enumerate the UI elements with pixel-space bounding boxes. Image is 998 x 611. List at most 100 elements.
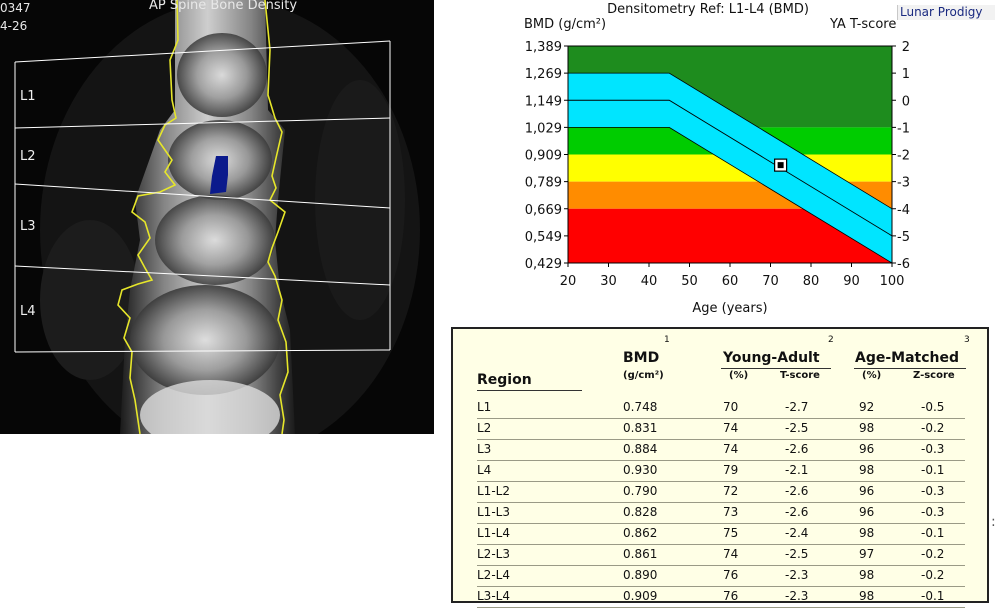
y-tick-label: 1,149 [525,94,562,109]
cell-region: L1-L3 [477,505,510,519]
cell-ya-pct: 79 [723,463,739,477]
t-tick-label: -3 [897,176,910,191]
device-brand: Lunar Prodigy [897,5,995,20]
cell-z: -0.5 [921,400,945,414]
x-tick-label: 90 [843,274,860,289]
cell-ya-pct: 73 [723,505,739,519]
cell-t: -2.6 [785,442,809,456]
header-t-score: T-score [780,370,820,381]
cell-z: -0.1 [921,589,945,603]
header-am-pct: (%) [862,370,882,381]
cell-z: -0.1 [921,463,945,477]
t-tick-label: 0 [902,94,910,109]
cell-z: -0.2 [921,421,945,435]
y-tick-label: 1,389 [525,40,562,55]
t-tick-label: -1 [897,121,910,136]
vertebra-label-l2: L2 [20,149,36,164]
cell-am-pct: 98 [859,526,875,540]
cell-z: -0.2 [921,568,945,582]
cell-bmd: 0.790 [623,484,658,498]
scan-graphic [0,0,434,434]
t-score-axis-label: YA T-score [829,17,896,32]
y-tick-label: 0,549 [525,230,562,245]
cell-region: L1-L4 [477,526,510,540]
patient-point-core [777,162,784,169]
row-divider [477,418,965,419]
t-tick-label: -2 [897,149,910,164]
scan-id-fragment: 0347 [0,1,31,15]
y-tick-label: 0,429 [525,257,562,272]
t-tick-label: 2 [902,40,910,55]
cell-am-pct: 98 [859,568,875,582]
t-tick-label: -6 [897,257,910,272]
cell-am-pct: 96 [859,442,875,456]
table-row: L4 0.930 79 -2.1 98 -0.1 [453,461,987,482]
cell-t: -2.3 [785,568,809,582]
cell-bmd: 0.748 [623,400,658,414]
cell-z: -0.2 [921,547,945,561]
header-young-adult: Young-Adult [723,350,820,366]
x-tick-label: 70 [762,274,779,289]
reference-mean-line [568,99,893,237]
densitometry-chart: 1,389 2 1,269 1 1,149 0 1,029 -1 0,909 -2 0,789 -3 0… [524,2,910,316]
cell-bmd: 0.828 [623,505,658,519]
cell-t: -2.3 [785,589,809,603]
axes-layer: 1,389 2 1,269 1 1,149 0 1,029 -1 0,909 -2 0,789 -3 0… [525,40,910,289]
y-tick-label: 1,269 [525,67,562,82]
cell-ya-pct: 76 [723,589,739,603]
cell-bmd: 0.862 [623,526,658,540]
row-divider [477,607,965,608]
x-tick-label: 50 [681,274,698,289]
row-divider [477,544,965,545]
cell-bmd: 0.884 [623,442,658,456]
cell-bmd: 0.909 [623,589,658,603]
t-tick-label: 1 [902,67,910,82]
spine-scan-image: 0347 4-26 AP Spine Bone Density L1 L2 L3… [0,0,434,434]
edge-mark: : [991,514,996,530]
x-tick-label: 80 [803,274,820,289]
header-rule-region [477,390,582,391]
x-tick-label: 40 [641,274,658,289]
y-tick-label: 0,669 [525,203,562,218]
cell-bmd: 0.861 [623,547,658,561]
cell-ya-pct: 72 [723,484,739,498]
cell-region: L1-L2 [477,484,510,498]
scan-title: AP Spine Bone Density [149,0,298,13]
row-divider [477,481,965,482]
cell-t: -2.7 [785,400,809,414]
vertebra-label-l1: L1 [20,89,36,104]
cell-t: -2.6 [785,484,809,498]
cell-t: -2.5 [785,547,809,561]
cell-t: -2.4 [785,526,809,540]
table-row: L3-L4 0.909 76 -2.3 98 -0.1 [453,587,987,608]
cell-region: L1 [477,400,492,414]
row-divider [477,523,965,524]
header-bmd: BMD [623,350,660,366]
row-divider [477,586,965,587]
vertebra-label-l3: L3 [20,219,36,234]
y-tick-label: 1,029 [525,121,562,136]
col-number-1: 1 [664,335,670,345]
x-tick-label: 100 [880,274,905,289]
header-z-score: Z-score [913,370,955,381]
cell-ya-pct: 74 [723,547,739,561]
col-number-2: 2 [828,335,834,345]
cell-am-pct: 98 [859,589,875,603]
x-axis-label: Age (years) [692,301,767,316]
cell-ya-pct: 75 [723,526,739,540]
t-tick-label: -4 [897,203,910,218]
cell-ya-pct: 70 [723,400,739,414]
cell-am-pct: 96 [859,505,875,519]
table-row: L2-L3 0.861 74 -2.5 97 -0.2 [453,545,987,566]
cell-am-pct: 96 [859,484,875,498]
results-table: 1 2 3 BMD Young-Adult Age-Matched (g/cm²… [451,327,989,608]
cell-z: -0.1 [921,526,945,540]
table-row: L1-L3 0.828 73 -2.6 96 -0.3 [453,503,987,524]
x-tick-label: 30 [600,274,617,289]
cell-z: -0.3 [921,505,945,519]
cell-region: L3 [477,442,492,456]
cell-bmd: 0.831 [623,421,658,435]
table-row: L1-L2 0.790 72 -2.6 96 -0.3 [453,482,987,503]
cell-region: L4 [477,463,492,477]
cell-ya-pct: 74 [723,442,739,456]
